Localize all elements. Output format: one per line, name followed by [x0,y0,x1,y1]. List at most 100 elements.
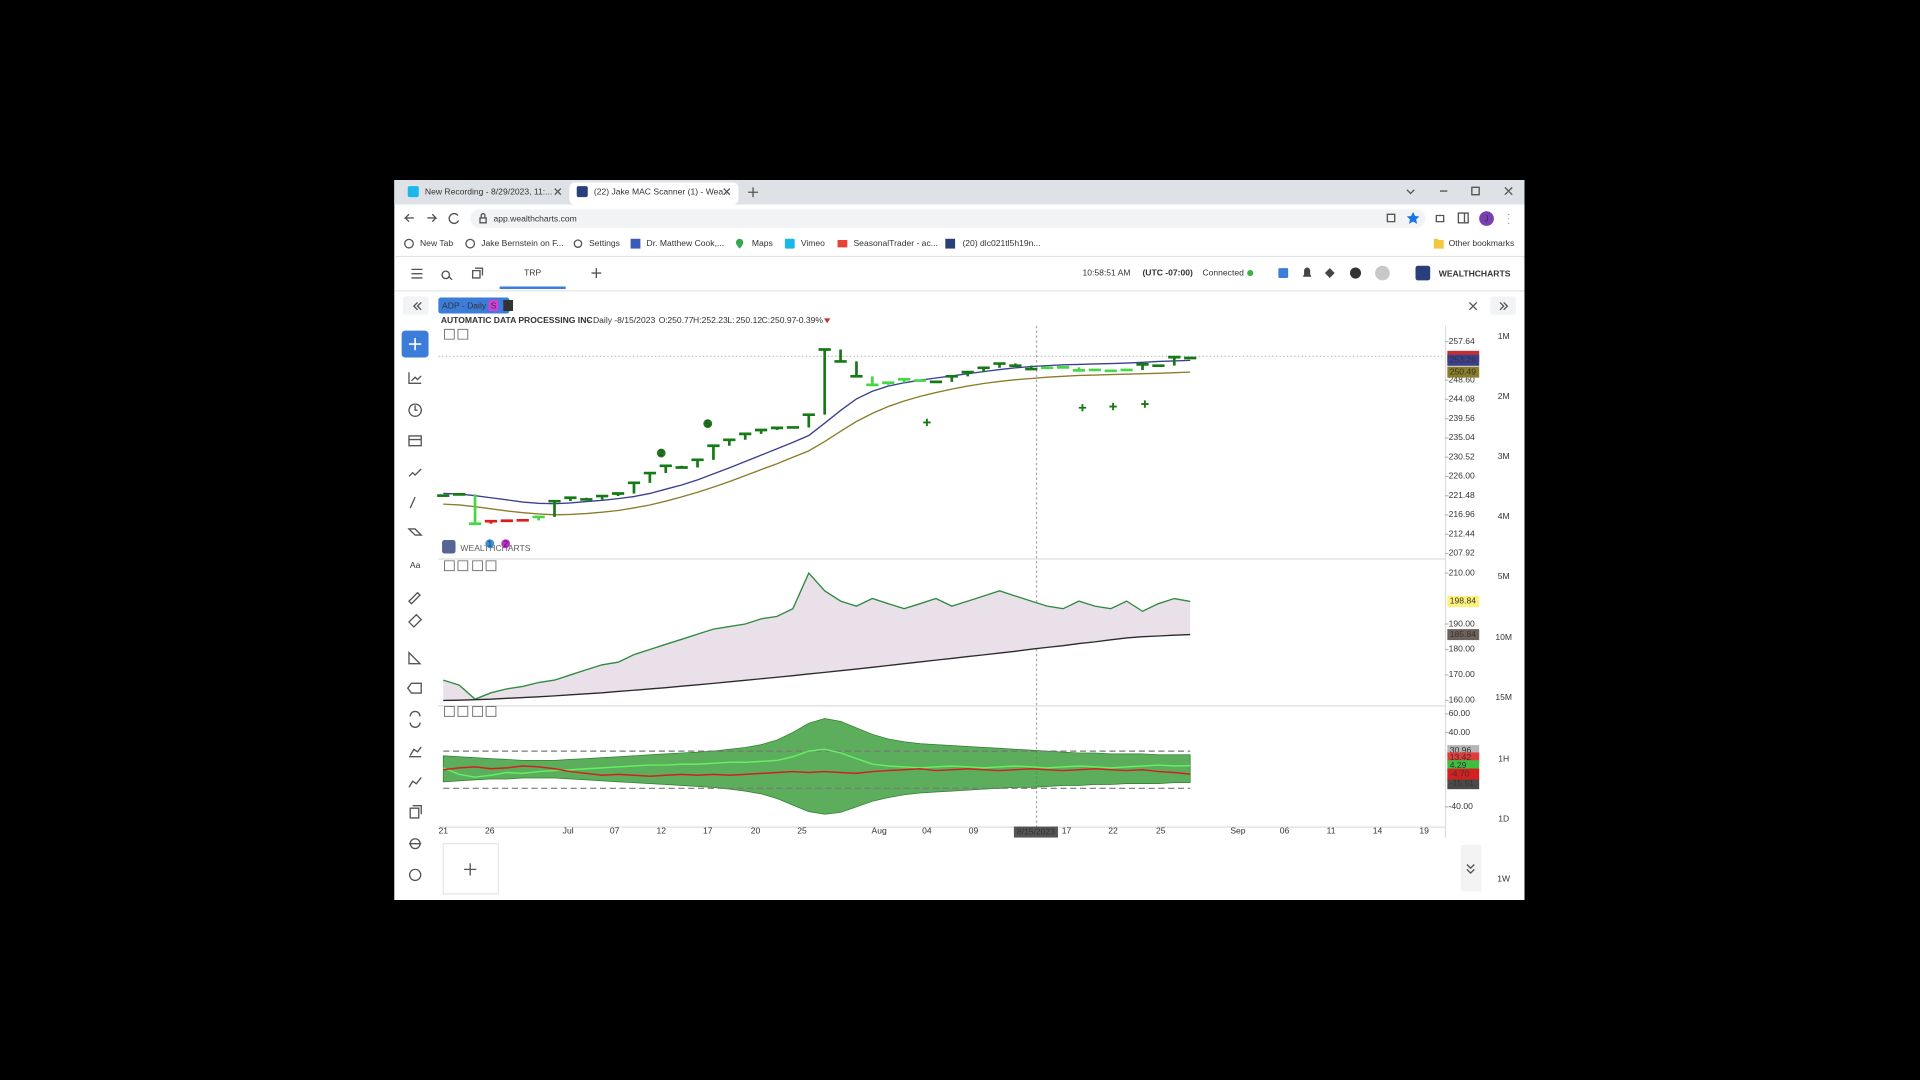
timeframe[interactable]: 1D [1498,813,1509,823]
timeframe[interactable]: 10M [1495,632,1512,642]
oscillator-line [442,748,1191,778]
tab-title[interactable]: (22) Jake MAC Scanner (1) - Wea... [594,187,730,197]
panel-controls[interactable] [444,328,497,717]
timeframe[interactable]: 1W [1497,873,1511,883]
tag-t[interactable] [503,300,514,312]
signal-crosses [923,400,1149,427]
tool-icons[interactable] [407,372,423,536]
bookmark-icon [404,238,414,249]
ohlc-label: H: [693,315,702,325]
watermark-logo [442,540,456,554]
area-fill [443,573,1191,701]
omnibox[interactable] [470,209,1426,228]
bookmark[interactable]: Vimeo [801,238,825,248]
value-label-box [1447,595,1480,607]
x-tick-label: 19 [1419,826,1429,836]
text-tool[interactable]: Aa [410,560,421,570]
symbol-tab[interactable]: TRP [524,267,541,277]
add-icon [408,337,422,351]
ohlc-value: 252.23 [702,315,728,325]
price-bar [802,413,815,428]
bookmark[interactable]: SeasonalTrader - ac... [853,238,937,248]
timeframe[interactable]: 5M [1498,571,1510,581]
bookmark-icon [465,238,476,249]
toolbar-icons[interactable] [1386,212,1469,224]
logo-mark [1415,265,1431,281]
bookmark-icon [630,238,641,249]
timezone[interactable]: (UTC -07:00) [1142,267,1193,277]
crosshair-date: 8/15/2023 [1017,826,1055,836]
value-label: -4.70 [1450,768,1470,778]
new-tab[interactable] [748,187,758,198]
bookmark[interactable]: New Tab [420,238,453,248]
timeframe[interactable]: 2M [1498,391,1510,401]
save-button[interactable] [1278,268,1289,278]
value-label: 253.26 [1450,355,1476,365]
tag-s[interactable] [488,300,499,312]
window-controls[interactable] [1406,186,1513,196]
timeframe[interactable]: 1H [1498,753,1509,763]
x-tick-label: 25 [1156,826,1166,836]
layout-button[interactable] [471,267,484,279]
bookmark[interactable]: Other bookmarks [1449,238,1515,248]
search-button[interactable] [441,270,453,281]
y-tick-label: 207.92 [1449,548,1475,558]
tab-close[interactable] [723,188,731,196]
value-label-box [1447,354,1480,366]
symbol-tag-text[interactable]: ADP - Daily [442,300,487,310]
profile-avatar[interactable] [1479,211,1494,226]
readout: 13.42 [1450,752,1472,762]
profile-initial[interactable]: J [1484,213,1488,223]
ohlc-value: 250.97 [770,315,796,325]
y-tick-label: 160.00 [1449,695,1475,705]
price-bar [675,465,688,469]
y-tick-label: 221.48 [1449,490,1475,500]
signal-badge [656,448,666,458]
bookmark[interactable]: Dr. Matthew Cook,... [647,238,725,248]
collapse-bottom-icon [1466,864,1475,875]
signal-badge [485,539,495,549]
bookmark-icon [573,239,583,249]
price-bar [1041,366,1054,370]
collapse-left[interactable] [402,296,429,315]
panel-icons[interactable] [1468,301,1509,311]
bookmark-star[interactable] [1406,211,1420,224]
price-bar [1009,363,1022,368]
help-button[interactable] [1350,267,1362,279]
crosshair-date-box [1013,826,1058,838]
tool-icons[interactable] [406,591,423,882]
tab-strip [394,180,1525,205]
y-tick-label: 40.00 [1449,727,1471,737]
readout-box [1447,752,1480,764]
timeframe[interactable]: 1M [1498,331,1510,341]
timeframe[interactable]: 4M [1498,511,1510,521]
price-bar [1152,364,1165,368]
tab-icon [576,186,588,198]
signal-number: 2 [659,448,664,458]
signal-number: 1 [487,538,492,548]
tag-s-text[interactable]: S [491,300,497,310]
signal-number: 5 [705,418,710,428]
bookmark[interactable]: Maps [752,238,773,248]
timeframe[interactable]: 3M [1498,451,1510,461]
user-button[interactable] [1375,265,1390,281]
value-label-box [1447,366,1480,378]
tab-title[interactable]: New Recording - 8/29/2023, 11:... [425,187,552,197]
tab-close[interactable] [554,188,562,196]
bookmark[interactable]: Settings [589,238,620,248]
x-tick-label: 04 [922,826,932,836]
tag-t-text[interactable]: T [506,300,512,310]
active-tab[interactable] [569,182,739,205]
bookmark[interactable]: (20) dlc021tl5h19n... [962,238,1040,248]
x-tick-label: 25 [797,826,807,836]
url[interactable]: app.wealthcharts.com [493,213,576,223]
status-dot [1247,270,1254,277]
timeframe[interactable]: 15M [1495,692,1512,702]
menu-button[interactable] [411,268,423,279]
bookmark[interactable]: Jake Bernstein on F... [481,238,563,248]
toolbar-icons[interactable] [1302,267,1335,278]
nav-buttons[interactable] [403,212,460,225]
add-tab[interactable] [591,268,602,278]
y-tick-label: 248.60 [1449,374,1475,384]
